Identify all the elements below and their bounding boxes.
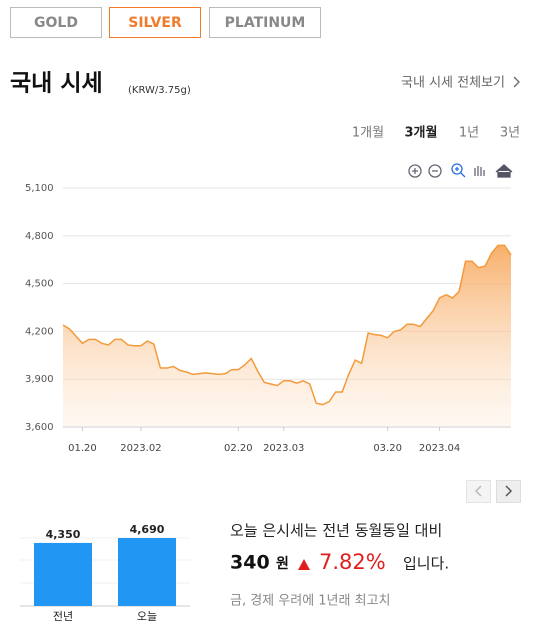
x-tick-label: 2023.02 <box>120 443 161 454</box>
diff-unit: 원 <box>276 556 289 572</box>
y-tick-label: 4,200 <box>25 326 54 337</box>
x-tick-label: 03.20 <box>373 443 402 454</box>
tab-label[interactable]: GOLD <box>34 15 78 31</box>
x-tick-label: 전년 <box>53 610 73 623</box>
period[interactable]: 1년 <box>459 126 479 141</box>
y-tick-label: 5,100 <box>25 183 54 194</box>
tab[interactable] <box>209 7 321 38</box>
y-tick-label: 3,900 <box>25 374 54 385</box>
x-tick-label: 02.20 <box>224 443 253 454</box>
prev-icon <box>474 485 482 497</box>
x-tick-label: 오늘 <box>137 610 157 623</box>
headline[interactable]: 금, 경제 우려에 1년래 최고치 <box>230 594 391 609</box>
tab[interactable] <box>10 7 102 38</box>
tab-active[interactable] <box>109 7 201 38</box>
line <box>62 244 512 406</box>
x-tick-label: 01.20 <box>68 443 97 454</box>
next-button[interactable] <box>496 480 521 503</box>
pct: 7.82% <box>319 550 386 574</box>
value-label: 4,690 <box>130 523 165 536</box>
up-arrow <box>298 559 310 570</box>
period[interactable]: 1개월 <box>352 126 384 141</box>
summary-text: 오늘 은시세는 전년 동월동일 대비 <box>230 522 442 540</box>
period[interactable]: 3년 <box>500 126 520 141</box>
chevron <box>513 76 520 88</box>
value-label: 4,350 <box>46 528 81 541</box>
prev-button[interactable] <box>466 480 491 503</box>
unit: (KRW/3.75g) <box>128 85 191 96</box>
bar <box>34 542 92 606</box>
link[interactable]: 국내 시세 전체보기 <box>401 76 505 91</box>
y-tick-label: 4,800 <box>25 231 54 242</box>
tab-label[interactable]: PLATINUM <box>225 15 306 31</box>
suffix: 입니다. <box>403 555 449 573</box>
bar <box>118 538 176 606</box>
y-tick-label: 4,500 <box>25 279 54 290</box>
y-tick-label: 3,600 <box>25 422 54 433</box>
next-icon <box>505 485 513 497</box>
diff: 340 <box>230 552 270 574</box>
toolbar[interactable] <box>408 163 513 178</box>
area <box>63 245 511 427</box>
x-tick-label: 2023.03 <box>263 443 304 454</box>
period-active[interactable]: 3개월 <box>405 125 438 141</box>
heading: 국내 시세 <box>10 71 103 97</box>
x-tick-label: 2023.04 <box>419 443 460 454</box>
tab-label[interactable]: SILVER <box>128 15 182 31</box>
